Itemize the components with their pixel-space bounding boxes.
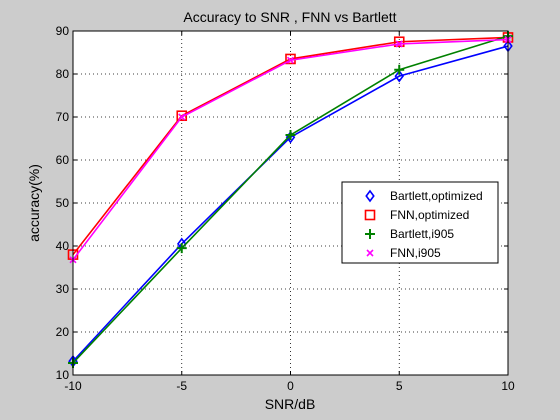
legend: Bartlett,optimized FNN,optimized Bartlett,… [341, 181, 499, 264]
x-tick-labels: -10 -5 0 5 10 [64, 379, 515, 393]
x-axis-label: SNR/dB [265, 396, 316, 412]
legend-label: FNN,optimized [390, 208, 469, 222]
y-tick-label: 70 [56, 110, 70, 124]
data-point [178, 113, 186, 121]
y-tick-label: 10 [56, 368, 70, 382]
legend-entry: FNN,optimized [364, 208, 469, 222]
legend-marker [365, 229, 375, 239]
y-tick-label: 20 [56, 325, 70, 339]
data-point [176, 110, 188, 122]
y-tick-labels: 10 20 30 40 50 60 70 80 90 [56, 24, 70, 382]
y-tick-label: 80 [56, 67, 70, 81]
legend-marker [365, 189, 375, 203]
y-axis-label: accuracy(%) [26, 164, 42, 242]
legend-label: FNN,i905 [390, 246, 441, 260]
x-tick-label: 5 [396, 379, 403, 393]
legend-entries: Bartlett,optimized FNN,optimized Bartlett,… [364, 189, 483, 260]
x-tick-label: 10 [501, 379, 515, 393]
legend-entry: Bartlett,i905 [365, 227, 454, 241]
tick-marks [72, 30, 509, 376]
y-tick-label: 60 [56, 153, 70, 167]
data-point [395, 40, 403, 48]
legend-label: Bartlett,optimized [390, 189, 483, 203]
legend-box [341, 181, 499, 264]
data-point [286, 56, 295, 64]
data-point [393, 36, 405, 48]
y-tick-label: 40 [56, 239, 70, 253]
data-point [176, 243, 187, 254]
legend-marker [366, 249, 374, 257]
data-point [285, 130, 296, 141]
y-tick-label: 30 [56, 282, 70, 296]
data-point [394, 69, 404, 83]
data-point [394, 64, 405, 75]
series-line [72, 36, 509, 256]
y-tick-label: 90 [56, 24, 70, 38]
legend-entry: Bartlett,optimized [365, 189, 483, 203]
legend-marker [364, 209, 376, 221]
legend-entry: FNN,i905 [366, 246, 441, 260]
y-tick-label: 50 [56, 196, 70, 210]
legend-label: Bartlett,i905 [390, 227, 454, 241]
x-tick-label: -10 [64, 379, 82, 393]
x-tick-label: -5 [176, 379, 187, 393]
x-tick-label: 0 [287, 379, 294, 393]
chart-title: Accuracy to SNR , FNN vs Bartlett [183, 9, 396, 25]
